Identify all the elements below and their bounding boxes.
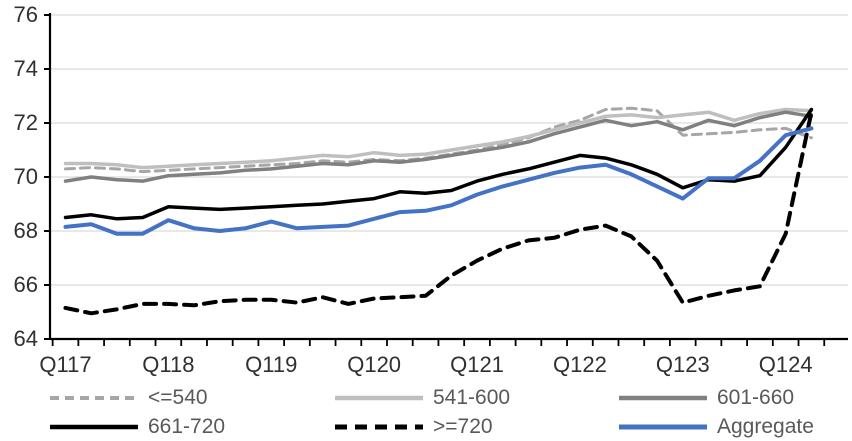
- legend-item-541-600: 541-600: [333, 385, 510, 411]
- legend-swatch-541-600: [335, 395, 423, 401]
- x-axis-label-Q122: Q122: [553, 352, 607, 377]
- legend-label-661-720: 661-720: [148, 415, 226, 438]
- x-axis-label-Q124: Q124: [759, 352, 813, 377]
- series-line-Aggregate: [63, 126, 814, 236]
- legend-label-601-660: 601-660: [717, 386, 795, 409]
- legend-item-ge720: >=720: [333, 414, 493, 440]
- legend-swatch-aggregate: [619, 424, 707, 430]
- y-axis-label-66: 66: [14, 272, 38, 297]
- legend-swatch-ge720: [335, 424, 423, 430]
- legend-swatch-le540: [50, 396, 138, 400]
- y-axis-label-72: 72: [14, 110, 38, 135]
- series-line-720: [63, 110, 814, 316]
- legend-label-le540: <=540: [148, 386, 208, 409]
- y-axis-label-64: 64: [14, 326, 38, 351]
- legend-item-le540: <=540: [48, 385, 208, 411]
- legend-label-541-600: 541-600: [433, 386, 511, 409]
- y-axis-label-76: 76: [14, 2, 38, 27]
- series-line-601660: [63, 110, 814, 183]
- y-axis-label-74: 74: [14, 56, 38, 81]
- series-line-541600: [63, 107, 814, 170]
- legend-item-661-720: 661-720: [48, 414, 225, 440]
- legend-item-601-660: 601-660: [617, 385, 794, 411]
- x-axis-label-Q123: Q123: [656, 352, 710, 377]
- plot-area: 64 66 68 70 72 74 76 Q117 Q118 Q119 Q120 Q121 Q122 Q1…: [14, 2, 848, 377]
- legend-swatch-601-660: [619, 395, 707, 401]
- x-axis-label-Q117: Q117: [39, 352, 91, 377]
- series-line-661720: [63, 107, 814, 221]
- x-axis-label-Q119: Q119: [245, 352, 297, 377]
- legend-label-ge720: >=720: [433, 415, 493, 438]
- legend-label-aggregate: Aggregate: [717, 415, 814, 438]
- y-axis-label-68: 68: [14, 218, 38, 243]
- x-axis-label-Q118: Q118: [142, 352, 194, 377]
- y-axis-label-70: 70: [14, 164, 38, 189]
- legend-swatch-661-720: [50, 424, 138, 430]
- series-line-540: [64, 106, 813, 174]
- x-axis-label-Q121: Q121: [450, 352, 504, 377]
- legend-item-aggregate: Aggregate: [617, 414, 814, 440]
- x-axis-label-Q120: Q120: [347, 352, 401, 377]
